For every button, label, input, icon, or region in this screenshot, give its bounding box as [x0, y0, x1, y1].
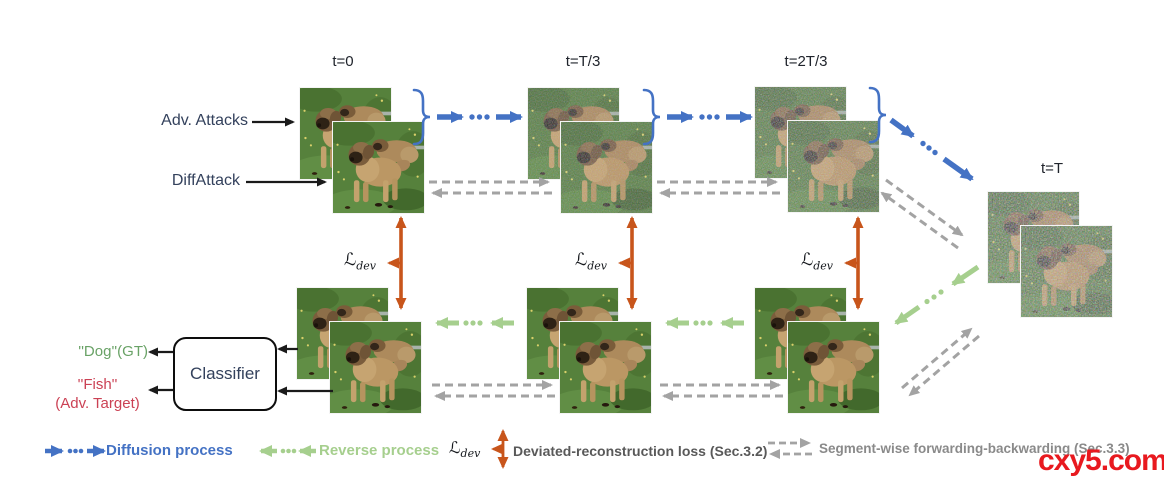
ldev-label-2: ℒdev — [545, 250, 607, 272]
time-label-tT: t=T — [1040, 160, 1064, 177]
brace-t2T3 — [868, 86, 887, 144]
adv-output-label-line1: ''Fish'' — [77, 376, 118, 393]
ldev-subscript: dev — [460, 447, 481, 461]
ldev-arrow-2 — [618, 216, 638, 310]
legend-segment-arrow-icon — [768, 438, 812, 459]
legend-diffusion-arrow-icon — [45, 445, 106, 457]
diffusion-arrow-1 — [437, 111, 523, 123]
time-label-t2T3: t=2T/3 — [784, 53, 828, 70]
diffusion-arrow-3-diagonal — [889, 117, 974, 182]
watermark: cxy5.com — [1038, 444, 1164, 477]
ldev-label-3: ℒdev — [771, 250, 833, 272]
segment-arrows-bottom-1 — [432, 380, 555, 401]
legend-diffusion-label: Diffusion process — [106, 442, 233, 459]
ldev-arrow-1 — [387, 216, 407, 310]
legend-ldev-arrow-icon — [491, 429, 509, 469]
segment-arrows-diagonal-upper — [880, 178, 964, 250]
reverse-arrow-2 — [665, 317, 744, 329]
ldev-label-1: ℒdev — [314, 250, 376, 272]
legend-reverse-label: Reverse process — [319, 442, 440, 459]
legend-reverse-arrow-icon — [259, 445, 316, 457]
ldev-symbol: ℒ — [574, 250, 588, 270]
ldev-symbol: ℒ — [343, 250, 357, 270]
legend-segment-label: Segment-wise forwarding-backwarding (Sec… — [819, 441, 1130, 456]
ldev-subscript: dev — [813, 259, 833, 273]
brace-t0 — [412, 88, 431, 146]
legend-ldev-label: ℒdev — [449, 438, 480, 460]
gt-output-label: ''Dog''(GT) — [78, 343, 148, 360]
reverse-arrow-3-diagonal — [894, 264, 980, 326]
ldev-symbol: ℒ — [800, 250, 814, 270]
ldev-subscript: dev — [587, 259, 607, 273]
ldev-arrow-3 — [844, 216, 864, 310]
segment-arrows-bottom-2 — [660, 380, 783, 401]
segment-arrows-diagonal-lower — [901, 327, 980, 397]
adv-output-label-line2: (Adv. Target) — [55, 395, 140, 412]
reverse-arrow-1 — [435, 317, 514, 329]
time-label-t0: t=0 — [332, 53, 354, 70]
diffattack-label: DiffAttack — [171, 172, 240, 189]
segment-arrows-top-2 — [657, 177, 780, 198]
classifier-box: Classifier — [173, 337, 277, 411]
adv-attacks-label: Adv. Attacks — [161, 112, 248, 129]
ldev-subscript: dev — [356, 259, 376, 273]
ldev-symbol: ℒ — [449, 438, 461, 457]
classifier-label: Classifier — [190, 364, 260, 383]
segment-arrows-top-1 — [429, 177, 552, 198]
brace-tT3 — [642, 88, 661, 146]
time-label-tT3: t=T/3 — [565, 53, 601, 70]
legend-deviated-label: Deviated-reconstruction loss (Sec.3.2) — [513, 443, 768, 459]
diffusion-arrow-2 — [667, 111, 753, 123]
